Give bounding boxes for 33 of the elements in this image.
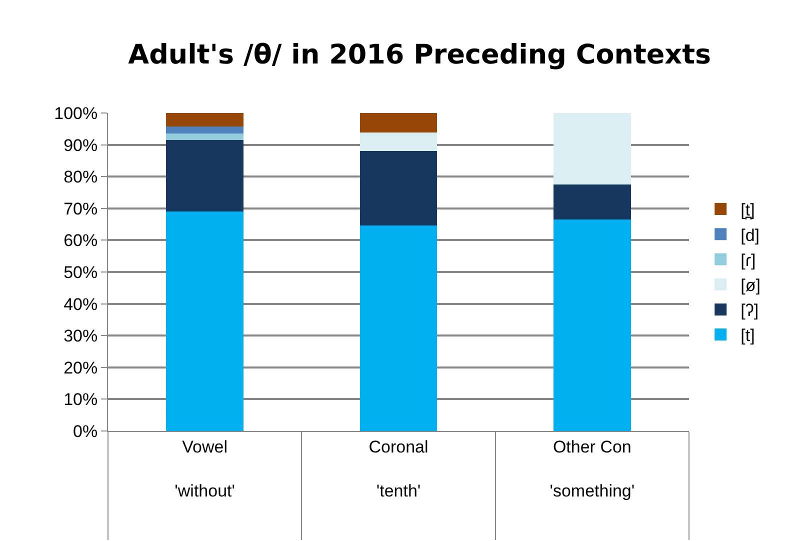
y-tick-label: 80% xyxy=(64,168,98,187)
y-tick-label: 0% xyxy=(73,422,98,441)
y-tick-label: 20% xyxy=(64,358,98,378)
y-tick-label: 10% xyxy=(64,390,98,410)
legend-label: [t] xyxy=(740,326,755,346)
y-tick-label: 30% xyxy=(64,326,98,346)
y-tick-label: 70% xyxy=(64,199,98,218)
category-label: Vowel 'without' xyxy=(174,437,236,501)
y-tick-label: 90% xyxy=(64,136,98,155)
bar xyxy=(553,184,631,220)
y-tick-label: 50% xyxy=(64,262,98,282)
bar xyxy=(553,113,631,185)
category-label: Coronal 'tenth' xyxy=(368,437,428,501)
bar xyxy=(166,133,244,140)
bar xyxy=(166,126,244,134)
legend-label: [t̪] xyxy=(740,200,755,220)
legend-label: [ɾ] xyxy=(740,250,756,270)
bar xyxy=(360,150,438,226)
y-tick-label: 100% xyxy=(54,104,98,123)
legend-label: [d] xyxy=(740,226,760,245)
legend-label: [ø] xyxy=(740,276,760,295)
bar xyxy=(360,132,438,151)
y-tick-label: 40% xyxy=(64,294,98,314)
bar xyxy=(166,113,244,126)
legend-label: [ʔ] xyxy=(740,301,759,320)
y-tick-label: 60% xyxy=(64,231,98,250)
chart-title: Adult's /θ/ in 2016 Preceding Contexts xyxy=(128,40,712,71)
bar xyxy=(360,226,438,431)
bar xyxy=(553,220,631,431)
bar xyxy=(166,140,244,212)
bar xyxy=(166,211,244,431)
category-label: Other Con 'something' xyxy=(550,437,635,501)
bar xyxy=(360,113,438,132)
